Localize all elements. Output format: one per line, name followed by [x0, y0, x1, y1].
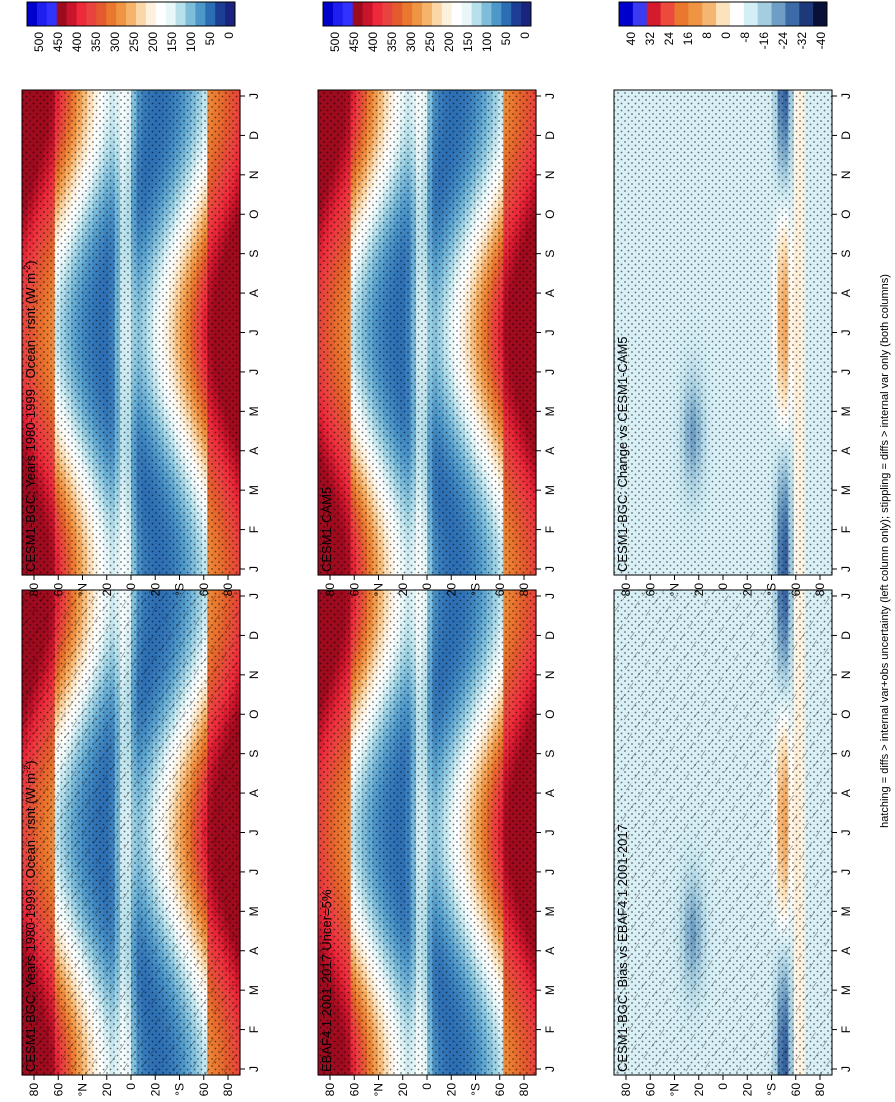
- hatching-overlay: [22, 590, 240, 1075]
- lat-tick-label: 20: [148, 1083, 162, 1097]
- panel-title: CESM1-BGC: Years 1980-1999 : Ocean : rsn…: [22, 761, 38, 1072]
- month-tick-label: D: [247, 631, 261, 640]
- lat-tick-label: 60: [197, 1083, 211, 1097]
- month-tick-label: N: [247, 670, 261, 679]
- month-tick-label: A: [247, 789, 261, 797]
- month-tick-label: J: [247, 830, 261, 836]
- title-superscript: -2: [22, 765, 32, 773]
- panel-p2: 80 60 °N 20 0 20 °S 60 80JFMAMJJASONDJCESM1-BGC:…: [21, 1, 261, 596]
- month-tick-label: F: [247, 1026, 261, 1033]
- month-tick-label: J: [247, 1066, 261, 1072]
- lat-tick-label: 20: [100, 1083, 114, 1097]
- month-tick-label: M: [247, 985, 261, 995]
- month-tick-label: S: [247, 750, 261, 758]
- lat-tick-label: 80: [221, 1083, 235, 1097]
- month-tick-label: J: [247, 593, 261, 599]
- month-tick-label: M: [247, 906, 261, 916]
- lat-tick-label: 80: [27, 1083, 41, 1097]
- month-tick-label: A: [247, 947, 261, 955]
- lat-tick-label: °S: [173, 1083, 187, 1096]
- panel-p1: 80 60 °N 20 0 20 °S 60 80 J F M A M J J A S O N D J CESM1-BGC:…: [21, 501, 261, 1097]
- month-tick-label: J: [247, 869, 261, 875]
- lat-tick-label: °N: [76, 1083, 90, 1096]
- month-tick-label: O: [247, 710, 261, 719]
- title-end: ): [23, 761, 38, 765]
- lat-tick-label: 0: [124, 1083, 138, 1090]
- lat-tick-label: 60: [51, 1083, 65, 1097]
